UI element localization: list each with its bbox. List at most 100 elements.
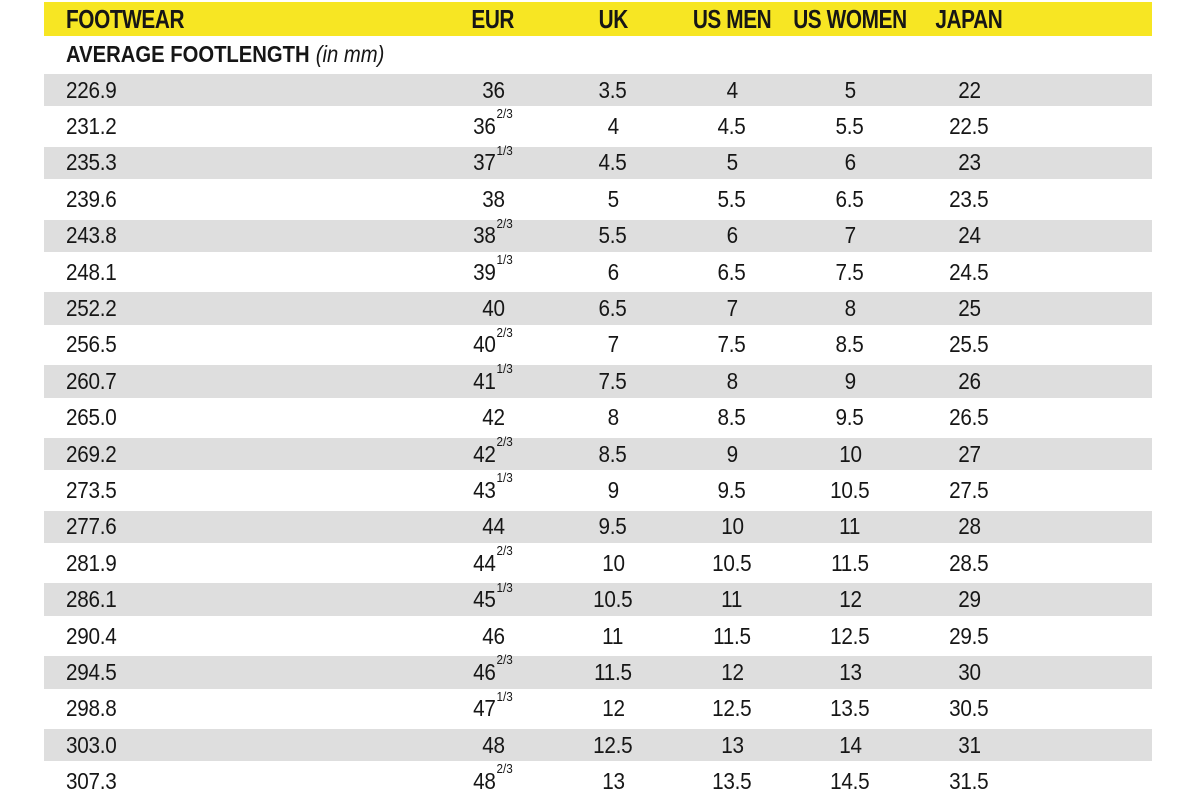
cell-japan: 26 <box>957 367 981 394</box>
cell-japan: 24.5 <box>949 258 989 285</box>
cell-eur-sup: 1/3 <box>497 142 514 158</box>
subheader-cell: AVERAGE FOOTLENGTH (in mm) <box>44 41 428 68</box>
cell-eur: 431/3 <box>428 471 558 503</box>
cell-eur: 402/3 <box>428 326 558 356</box>
column-header-footwear-label: FOOTWEAR <box>66 3 185 34</box>
cell-uk: 6 <box>607 258 619 285</box>
table-row: 260.7 411/3 7.5 8 9 26 <box>44 361 1152 400</box>
size-conversion-table: FOOTWEAR EUR UK US MEN US WOMEN JAPAN A <box>44 2 1152 800</box>
table-row: 256.5 402/3 7 7.5 8.5 25.5 <box>44 326 1152 364</box>
cell-us-men: 6.5 <box>718 258 746 285</box>
cell-us-women: 9.5 <box>836 404 864 431</box>
cell-uk: 5.5 <box>599 222 627 249</box>
cell-eur-sup: 1/3 <box>497 361 514 377</box>
cell-eur-sup: 1/3 <box>497 688 514 704</box>
table-row: 303.0 48 12.5 13 14 31 <box>44 727 1152 764</box>
cell-eur-base: 42 <box>473 440 497 467</box>
cell-us-men: 5.5 <box>718 185 746 212</box>
table-header-row: FOOTWEAR EUR UK US MEN US WOMEN JAPAN <box>44 2 1152 36</box>
subheader-text: AVERAGE FOOTLENGTH (in mm) <box>66 41 384 68</box>
cell-footlength: 248.1 <box>66 258 117 285</box>
cell-eur-base: 43 <box>473 476 497 503</box>
cell-uk: 13 <box>601 768 625 795</box>
column-header-japan: JAPAN <box>904 4 1034 35</box>
cell-eur: 46 <box>428 624 558 648</box>
cell-us-men: 11.5 <box>713 622 751 649</box>
cell-us-women: 11.5 <box>831 549 869 576</box>
cell-us-men: 9 <box>726 440 738 467</box>
cell-uk: 10.5 <box>593 586 633 613</box>
cell-eur: 38 <box>428 185 558 212</box>
cell-footlength: 260.7 <box>66 367 117 394</box>
cell-eur-base: 39 <box>473 258 497 285</box>
cell-japan: 23 <box>957 149 981 176</box>
cell-footlength: 286.1 <box>66 586 117 613</box>
cell-uk: 12.5 <box>593 731 633 758</box>
cell-japan: 22 <box>957 76 981 103</box>
cell-uk: 7.5 <box>599 367 627 394</box>
cell-eur-base: 47 <box>473 695 497 722</box>
cell-footlength: 281.9 <box>66 549 117 576</box>
cell-japan: 29 <box>957 586 981 613</box>
cell-japan: 25 <box>957 295 981 322</box>
cell-japan: 31.5 <box>949 768 989 795</box>
cell-uk: 3.5 <box>599 76 627 103</box>
cell-eur-base: 42 <box>481 404 505 431</box>
cell-uk: 11 <box>602 622 624 649</box>
cell-us-women: 12.5 <box>830 622 870 649</box>
column-header-japan-label: JAPAN <box>935 3 1003 34</box>
cell-eur-sup: 2/3 <box>497 215 514 231</box>
table-row: 307.3 482/3 13 13.5 14.5 31.5 <box>44 762 1152 800</box>
cell-us-men: 8.5 <box>718 404 746 431</box>
cell-us-women: 10.5 <box>830 476 870 503</box>
cell-eur-base: 37 <box>473 149 497 176</box>
cell-eur: 371/3 <box>428 144 558 176</box>
cell-us-women: 6.5 <box>836 185 864 212</box>
table-row: 226.9 36 3.5 4 5 22 <box>44 72 1152 109</box>
cell-footlength: 269.2 <box>66 440 117 467</box>
cell-uk: 9 <box>607 476 619 503</box>
cell-eur-base: 45 <box>473 586 497 613</box>
table-row: 252.2 40 6.5 7 8 25 <box>44 290 1152 327</box>
cell-footlength: 273.5 <box>66 476 117 503</box>
cell-eur-base: 36 <box>473 113 497 140</box>
cell-eur: 40 <box>428 297 558 320</box>
cell-japan: 29.5 <box>949 622 989 649</box>
cell-us-men: 4.5 <box>718 113 746 140</box>
cell-us-women: 12 <box>838 586 862 613</box>
cell-us-women: 7.5 <box>836 258 864 285</box>
cell-eur-base: 41 <box>473 367 497 394</box>
table-body: 226.9 36 3.5 4 5 22 231.2 362/3 4 4.5 5.… <box>44 72 1152 800</box>
cell-japan: 23.5 <box>949 185 989 212</box>
cell-eur: 482/3 <box>428 762 558 795</box>
cell-footlength: 298.8 <box>66 695 117 722</box>
cell-footlength: 303.0 <box>66 731 117 758</box>
cell-eur: 36 <box>428 78 558 102</box>
cell-japan: 28 <box>957 513 981 540</box>
cell-us-women: 6 <box>844 149 856 176</box>
cell-japan: 22.5 <box>949 113 989 140</box>
table-row: 286.1 451/3 10.5 11 12 29 <box>44 581 1152 618</box>
cell-japan: 30 <box>957 658 981 685</box>
cell-us-men: 11 <box>721 586 743 613</box>
cell-eur: 382/3 <box>428 217 558 247</box>
cell-footlength: 226.9 <box>66 76 117 103</box>
cell-eur-sup: 2/3 <box>497 433 514 449</box>
column-header-footwear: FOOTWEAR <box>44 4 428 35</box>
subheader-row: AVERAGE FOOTLENGTH (in mm) <box>44 36 1152 72</box>
cell-eur-base: 48 <box>473 768 497 795</box>
table-row: 248.1 391/3 6 6.5 7.5 24.5 <box>44 253 1152 291</box>
cell-us-men: 9.5 <box>718 476 746 503</box>
cell-eur-base: 44 <box>473 549 497 576</box>
cell-eur-sup: 2/3 <box>497 761 514 777</box>
cell-footlength: 277.6 <box>66 513 117 540</box>
table-row: 235.3 371/3 4.5 5 6 23 <box>44 144 1152 182</box>
table-row: 281.9 442/3 10 10.5 11.5 28.5 <box>44 543 1152 582</box>
cell-us-men: 4 <box>726 76 738 103</box>
cell-uk: 12 <box>601 695 625 722</box>
cell-eur-sup: 2/3 <box>497 543 514 559</box>
cell-eur: 462/3 <box>428 653 558 684</box>
cell-uk: 4.5 <box>599 149 627 176</box>
cell-eur-base: 38 <box>481 185 505 212</box>
